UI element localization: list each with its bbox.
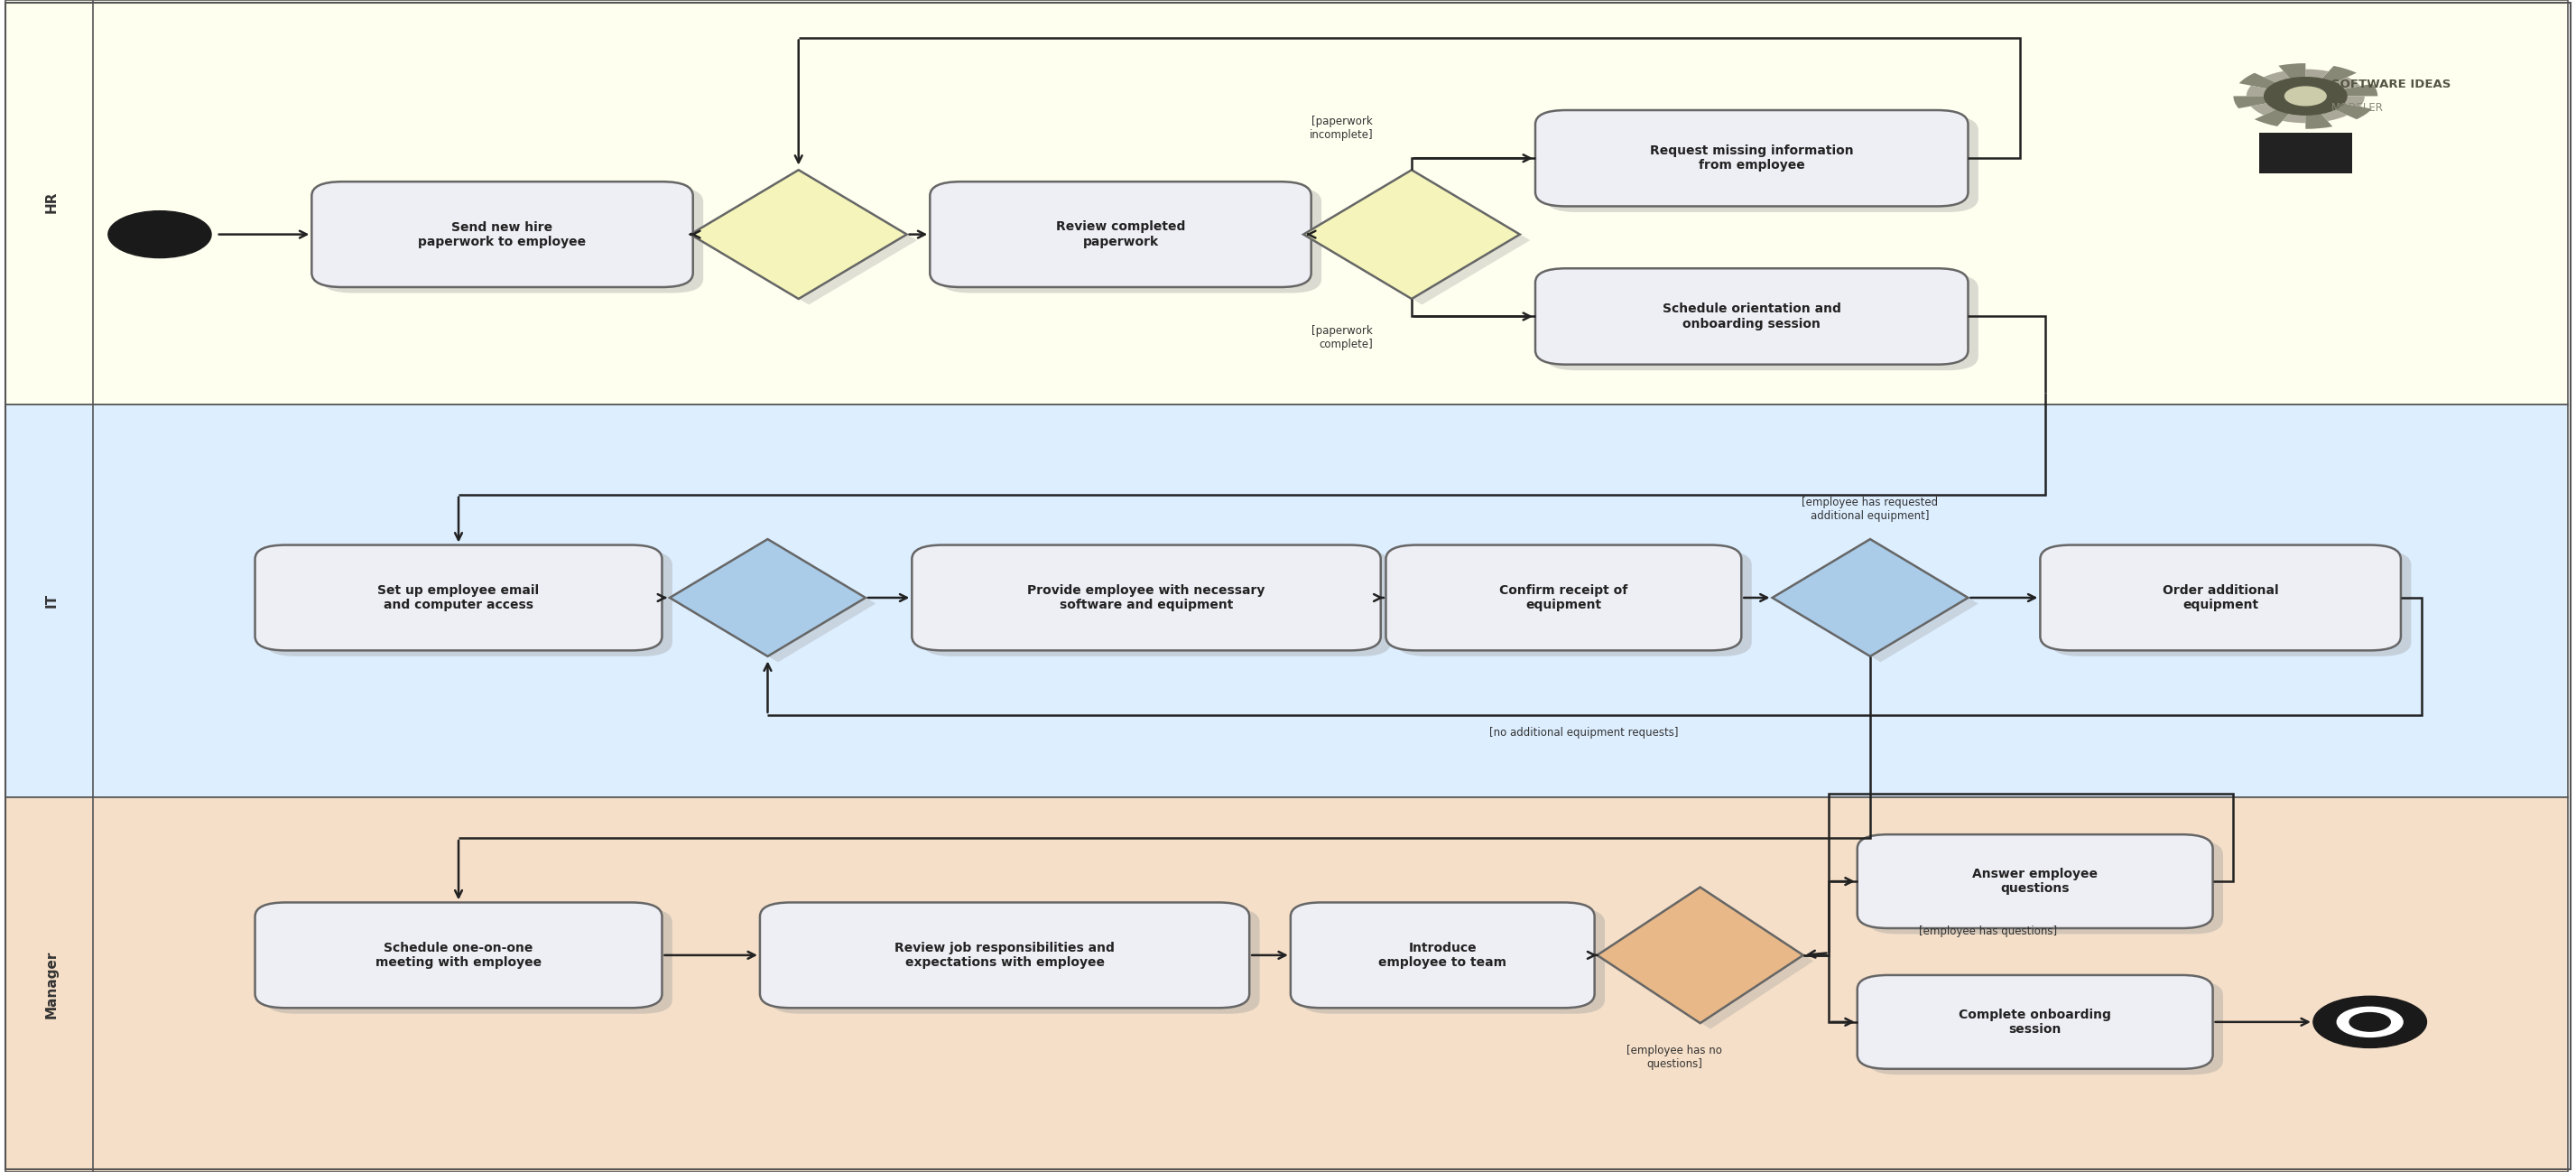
Polygon shape bbox=[690, 170, 907, 299]
FancyBboxPatch shape bbox=[2259, 132, 2352, 173]
FancyBboxPatch shape bbox=[912, 545, 1381, 650]
Text: Review completed
paperwork: Review completed paperwork bbox=[1056, 220, 1185, 248]
Text: [employee has no
questions]: [employee has no questions] bbox=[1625, 1044, 1723, 1070]
Text: Schedule one-on-one
meeting with employee: Schedule one-on-one meeting with employe… bbox=[376, 941, 541, 969]
Circle shape bbox=[2313, 996, 2427, 1048]
Circle shape bbox=[108, 211, 211, 258]
Text: Review job responsibilities and
expectations with employee: Review job responsibilities and expectat… bbox=[894, 941, 1115, 969]
FancyBboxPatch shape bbox=[5, 0, 98, 404]
FancyBboxPatch shape bbox=[922, 551, 1391, 656]
Circle shape bbox=[2285, 87, 2326, 105]
FancyBboxPatch shape bbox=[760, 902, 1249, 1008]
Polygon shape bbox=[701, 176, 917, 305]
FancyBboxPatch shape bbox=[770, 908, 1260, 1014]
FancyBboxPatch shape bbox=[1868, 840, 2223, 934]
FancyBboxPatch shape bbox=[1546, 274, 1978, 370]
Polygon shape bbox=[1597, 887, 1803, 1023]
Text: [employee has requested
additional equipment]: [employee has requested additional equip… bbox=[1803, 496, 1937, 522]
Text: Manager: Manager bbox=[44, 950, 59, 1018]
Text: Introduce
employee to team: Introduce employee to team bbox=[1378, 941, 1507, 969]
FancyBboxPatch shape bbox=[93, 404, 2568, 797]
FancyBboxPatch shape bbox=[1396, 551, 1752, 656]
FancyBboxPatch shape bbox=[93, 0, 2568, 404]
Wedge shape bbox=[2306, 66, 2357, 96]
Polygon shape bbox=[680, 545, 876, 662]
FancyBboxPatch shape bbox=[322, 188, 703, 293]
FancyBboxPatch shape bbox=[1868, 981, 2223, 1075]
Wedge shape bbox=[2282, 96, 2306, 123]
Text: Schedule orientation and
onboarding session: Schedule orientation and onboarding sess… bbox=[1662, 302, 1842, 331]
Polygon shape bbox=[1783, 545, 1978, 662]
Polygon shape bbox=[1314, 176, 1530, 305]
Text: SOFTWARE IDEAS: SOFTWARE IDEAS bbox=[2331, 79, 2450, 90]
FancyBboxPatch shape bbox=[1535, 110, 1968, 206]
FancyBboxPatch shape bbox=[93, 797, 2568, 1172]
Wedge shape bbox=[2306, 96, 2347, 121]
Text: HR: HR bbox=[44, 191, 59, 213]
Text: [no additional equipment requests]: [no additional equipment requests] bbox=[1489, 727, 1680, 738]
FancyBboxPatch shape bbox=[255, 545, 662, 650]
Circle shape bbox=[2336, 1007, 2403, 1037]
Wedge shape bbox=[2254, 96, 2306, 127]
FancyBboxPatch shape bbox=[1386, 545, 1741, 650]
Text: [employee has questions]: [employee has questions] bbox=[1919, 926, 2058, 938]
Text: Complete onboarding
session: Complete onboarding session bbox=[1958, 1008, 2112, 1036]
Text: Confirm receipt of
equipment: Confirm receipt of equipment bbox=[1499, 584, 1628, 612]
FancyBboxPatch shape bbox=[312, 182, 693, 287]
Text: Set up employee email
and computer access: Set up employee email and computer acces… bbox=[379, 584, 538, 612]
Wedge shape bbox=[2233, 96, 2306, 108]
Circle shape bbox=[2264, 77, 2347, 115]
FancyBboxPatch shape bbox=[1857, 834, 2213, 928]
Text: [paperwork
complete]: [paperwork complete] bbox=[1311, 325, 1373, 350]
Polygon shape bbox=[1303, 170, 1520, 299]
Wedge shape bbox=[2306, 96, 2365, 107]
FancyBboxPatch shape bbox=[1301, 908, 1605, 1014]
FancyBboxPatch shape bbox=[5, 797, 98, 1172]
Wedge shape bbox=[2306, 96, 2372, 120]
Wedge shape bbox=[2246, 86, 2306, 96]
Wedge shape bbox=[2280, 63, 2306, 96]
FancyBboxPatch shape bbox=[1291, 902, 1595, 1008]
Wedge shape bbox=[2306, 69, 2329, 96]
FancyBboxPatch shape bbox=[1546, 116, 1978, 212]
FancyBboxPatch shape bbox=[940, 188, 1321, 293]
FancyBboxPatch shape bbox=[255, 902, 662, 1008]
Polygon shape bbox=[670, 539, 866, 656]
Text: Order additional
equipment: Order additional equipment bbox=[2161, 584, 2280, 612]
Circle shape bbox=[2349, 1013, 2391, 1031]
Text: Answer employee
questions: Answer employee questions bbox=[1973, 867, 2097, 895]
Polygon shape bbox=[1607, 893, 1814, 1029]
FancyBboxPatch shape bbox=[265, 908, 672, 1014]
Wedge shape bbox=[2264, 71, 2306, 96]
Polygon shape bbox=[1772, 539, 1968, 656]
Text: IT: IT bbox=[44, 593, 59, 608]
Wedge shape bbox=[2306, 96, 2331, 129]
FancyBboxPatch shape bbox=[1535, 268, 1968, 364]
Wedge shape bbox=[2239, 73, 2306, 96]
Text: Send new hire
paperwork to employee: Send new hire paperwork to employee bbox=[417, 220, 587, 248]
Text: [paperwork
incomplete]: [paperwork incomplete] bbox=[1309, 115, 1373, 141]
FancyBboxPatch shape bbox=[2040, 545, 2401, 650]
FancyBboxPatch shape bbox=[265, 551, 672, 656]
Text: MODELER: MODELER bbox=[2331, 102, 2383, 114]
Text: Request missing information
from employee: Request missing information from employe… bbox=[1649, 144, 1855, 172]
Wedge shape bbox=[2306, 77, 2360, 96]
FancyBboxPatch shape bbox=[5, 404, 98, 797]
Wedge shape bbox=[2251, 96, 2306, 115]
Wedge shape bbox=[2306, 84, 2378, 96]
FancyBboxPatch shape bbox=[2050, 551, 2411, 656]
FancyBboxPatch shape bbox=[1857, 975, 2213, 1069]
FancyBboxPatch shape bbox=[930, 182, 1311, 287]
Text: Provide employee with necessary
software and equipment: Provide employee with necessary software… bbox=[1028, 584, 1265, 612]
